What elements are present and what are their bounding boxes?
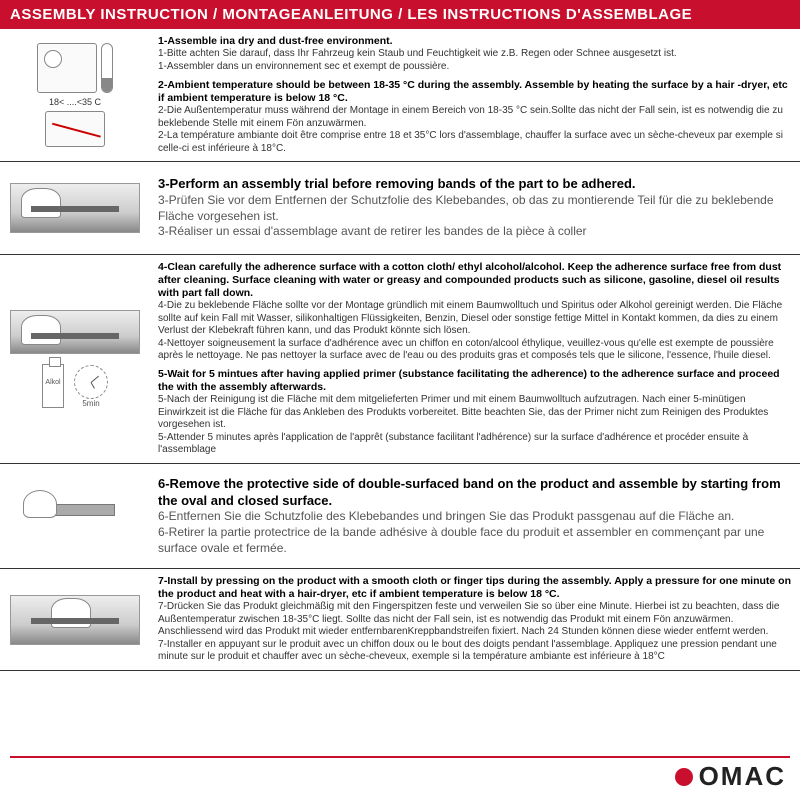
step5-en: 5-Wait for 5 mintues after having applie… [158, 368, 792, 394]
temp-range-label: 18< ....<35 C [49, 97, 101, 107]
cleaning-icon [10, 310, 140, 354]
step7-fr: 7-Installer en appuyant sur le produit a… [158, 639, 792, 664]
wait-clock-icon: 5min [74, 365, 108, 408]
step-row-6: 6-Remove the protective side of double-s… [0, 464, 800, 570]
sun-icon [37, 43, 97, 93]
step1-en: 1-Assemble ina dry and dust-free environ… [158, 35, 792, 48]
door-sill-icon [10, 183, 140, 233]
illustration-clean-wait: Alkol 5min [0, 255, 150, 463]
step6-en: 6-Remove the protective side of double-s… [158, 476, 792, 510]
pressing-icon [10, 595, 140, 645]
logo-text: OMAC [699, 761, 786, 792]
illustration-peel [0, 464, 150, 569]
step-row-7: 7-Install by pressing on the product wit… [0, 569, 800, 671]
step-7-text: 7-Install by pressing on the product wit… [150, 569, 800, 670]
hand-cloth-icon [21, 315, 61, 345]
step7-de: 7-Drücken Sie das Produkt gleichmäßig mi… [158, 601, 792, 639]
illustration-trial [0, 162, 150, 254]
no-rain-icon [45, 111, 105, 147]
page-title: ASSEMBLY INSTRUCTION / MONTAGEANLEITUNG … [0, 0, 800, 29]
illustration-weather-temp: 18< ....<35 C [0, 29, 150, 161]
step-6-text: 6-Remove the protective side of double-s… [150, 464, 800, 569]
step1-fr: 1-Assembler dans un environnement sec et… [158, 61, 792, 74]
step2-en: 2-Ambient temperature should be between … [158, 79, 792, 105]
step2-de: 2-Die Außentemperatur muss während der M… [158, 105, 792, 130]
step7-en: 7-Install by pressing on the product wit… [158, 575, 792, 601]
step3-fr: 3-Réaliser un essai d'assemblage avant d… [158, 224, 792, 240]
brand-logo: OMAC [675, 761, 786, 792]
step6-de: 6-Entfernen Sie die Schutzfolie des Kleb… [158, 509, 792, 525]
step3-en: 3-Perform an assembly trial before remov… [158, 176, 792, 193]
step1-de: 1-Bitte achten Sie darauf, dass Ihr Fahr… [158, 48, 792, 61]
step-row-1-2: 18< ....<35 C 1-Assemble ina dry and dus… [0, 29, 800, 162]
step2-fr: 2-La température ambiante doit être comp… [158, 130, 792, 155]
footer-divider [10, 756, 790, 758]
step-3-text: 3-Perform an assembly trial before remov… [150, 162, 800, 254]
illustration-press [0, 569, 150, 670]
press-hand-icon [51, 598, 91, 628]
step-4-5-text: 4-Clean carefully the adherence surface … [150, 255, 800, 463]
step5-de: 5-Nach der Reinigung ist die Fläche mit … [158, 394, 792, 432]
step-row-4-5: Alkol 5min 4-Clean carefully the adheren… [0, 255, 800, 464]
alcohol-bottle-icon: Alkol [42, 364, 64, 408]
step4-fr: 4-Nettoyer soigneusement la surface d'ad… [158, 338, 792, 363]
peel-tape-icon [15, 486, 135, 546]
hand-icon [21, 188, 61, 218]
step6-fr: 6-Retirer la partie protectrice de la ba… [158, 525, 792, 556]
step4-en: 4-Clean carefully the adherence surface … [158, 261, 792, 300]
step3-de: 3-Prüfen Sie vor dem Entfernen der Schut… [158, 193, 792, 224]
step4-de: 4-Die zu beklebende Fläche sollte vor de… [158, 300, 792, 338]
step-row-3: 3-Perform an assembly trial before remov… [0, 162, 800, 255]
step-1-2-text: 1-Assemble ina dry and dust-free environ… [150, 29, 800, 161]
step5-fr: 5-Attender 5 minutes après l'application… [158, 432, 792, 457]
logo-dot-icon [675, 768, 693, 786]
